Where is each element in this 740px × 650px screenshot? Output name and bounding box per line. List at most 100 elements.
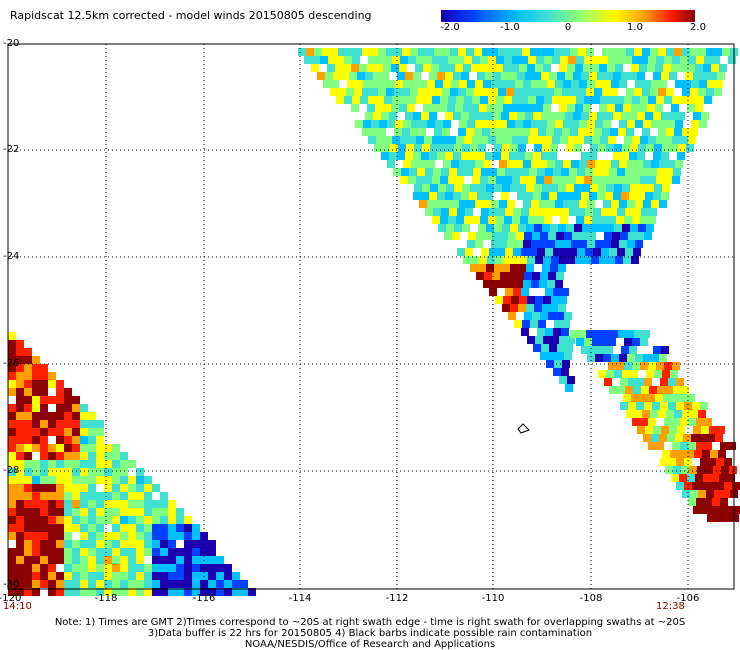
swath-cell xyxy=(549,192,557,200)
swath-cell xyxy=(631,104,639,112)
lon-label-120: -120 xyxy=(0,593,22,604)
swath-cell xyxy=(712,498,720,506)
swath-cell xyxy=(8,452,16,460)
swath-cell xyxy=(80,564,88,572)
swath-cell xyxy=(427,200,435,208)
swath-cell xyxy=(573,192,581,200)
swath-cell xyxy=(508,312,516,320)
swath-cell xyxy=(496,176,504,184)
swath-cell xyxy=(455,104,463,112)
swath-cell xyxy=(32,524,40,532)
swath-cell xyxy=(112,548,120,556)
swath-cell xyxy=(523,160,531,168)
swath-cell xyxy=(136,468,144,476)
swath-cell xyxy=(576,136,584,144)
swath-cell xyxy=(487,256,495,264)
swath-cell xyxy=(541,152,549,160)
swath-cell xyxy=(565,72,573,80)
swath-cell xyxy=(394,48,402,56)
swath-cell xyxy=(704,418,712,426)
swath-cell xyxy=(467,240,475,248)
swath-cell xyxy=(400,176,408,184)
swath-cell xyxy=(413,112,421,120)
swath-cell xyxy=(528,136,536,144)
swath-cell xyxy=(491,280,499,288)
swath-cell xyxy=(592,176,600,184)
swath-cell xyxy=(64,484,72,492)
swath-cell xyxy=(168,508,176,516)
swath-cell xyxy=(160,516,168,524)
swath-cell xyxy=(378,48,386,56)
swath-cell xyxy=(208,556,216,564)
swath-cell xyxy=(395,120,403,128)
swath-cell xyxy=(419,200,427,208)
swath-cell xyxy=(511,256,519,264)
swath-cell xyxy=(32,476,40,484)
swath-cell xyxy=(24,564,32,572)
swath-cell xyxy=(495,104,503,112)
swath-cell xyxy=(446,184,454,192)
swath-cell xyxy=(654,370,662,378)
swath-cell xyxy=(359,64,367,72)
swath-cell xyxy=(495,256,503,264)
swath-cell xyxy=(232,572,240,580)
swath-cell xyxy=(464,136,472,144)
swath-cell xyxy=(80,428,88,436)
swath-cell xyxy=(48,556,56,564)
swath-cell xyxy=(614,370,622,378)
swath-cell xyxy=(387,80,395,88)
swath-cell xyxy=(496,136,504,144)
swath-cell xyxy=(16,580,24,588)
swath-cell xyxy=(16,412,24,420)
lat-label-20: -20 xyxy=(3,38,20,49)
swath-cell xyxy=(464,96,472,104)
swath-cell xyxy=(626,48,634,56)
swath-cell xyxy=(72,436,80,444)
swath-cell xyxy=(620,402,628,410)
swath-cell xyxy=(152,484,160,492)
swath-cell xyxy=(606,224,614,232)
swath-cell xyxy=(32,564,40,572)
swath-cell xyxy=(112,452,120,460)
swath-cell xyxy=(8,564,16,572)
swath-cell xyxy=(248,588,256,596)
swath-cell xyxy=(400,96,408,104)
swath-cell xyxy=(80,524,88,532)
swath-cell xyxy=(343,64,351,72)
swath-cell xyxy=(317,72,325,80)
swath-cell xyxy=(659,80,667,88)
swath-cell xyxy=(104,444,112,452)
swath-cell xyxy=(576,176,584,184)
swath-cell xyxy=(405,72,413,80)
swath-cell xyxy=(40,484,48,492)
swath-cell xyxy=(88,460,96,468)
swath-cell xyxy=(634,410,642,418)
swath-cell xyxy=(446,224,454,232)
swath-cell xyxy=(437,72,445,80)
swath-cell xyxy=(80,500,88,508)
swath-cell xyxy=(591,64,599,72)
swath-cell xyxy=(632,96,640,104)
swath-cell xyxy=(713,466,721,474)
swath-cell xyxy=(559,376,567,384)
swath-cell xyxy=(553,248,561,256)
swath-cell xyxy=(88,476,96,484)
swath-cell xyxy=(635,200,643,208)
swath-cell xyxy=(532,272,540,280)
swath-cell xyxy=(641,168,649,176)
swath-cell xyxy=(80,556,88,564)
swath-cell xyxy=(645,426,653,434)
swath-cell xyxy=(554,360,562,368)
swath-cell xyxy=(514,320,522,328)
swath-cell xyxy=(24,556,32,564)
swath-cell xyxy=(128,516,136,524)
swath-cell xyxy=(656,442,664,450)
swath-cell xyxy=(561,368,569,376)
swath-cell xyxy=(475,160,483,168)
swath-cell xyxy=(621,346,629,354)
swath-cell xyxy=(469,152,477,160)
swath-cell xyxy=(192,580,200,588)
swath-cell xyxy=(618,48,626,56)
swath-cell xyxy=(24,484,32,492)
swath-cell xyxy=(476,232,484,240)
